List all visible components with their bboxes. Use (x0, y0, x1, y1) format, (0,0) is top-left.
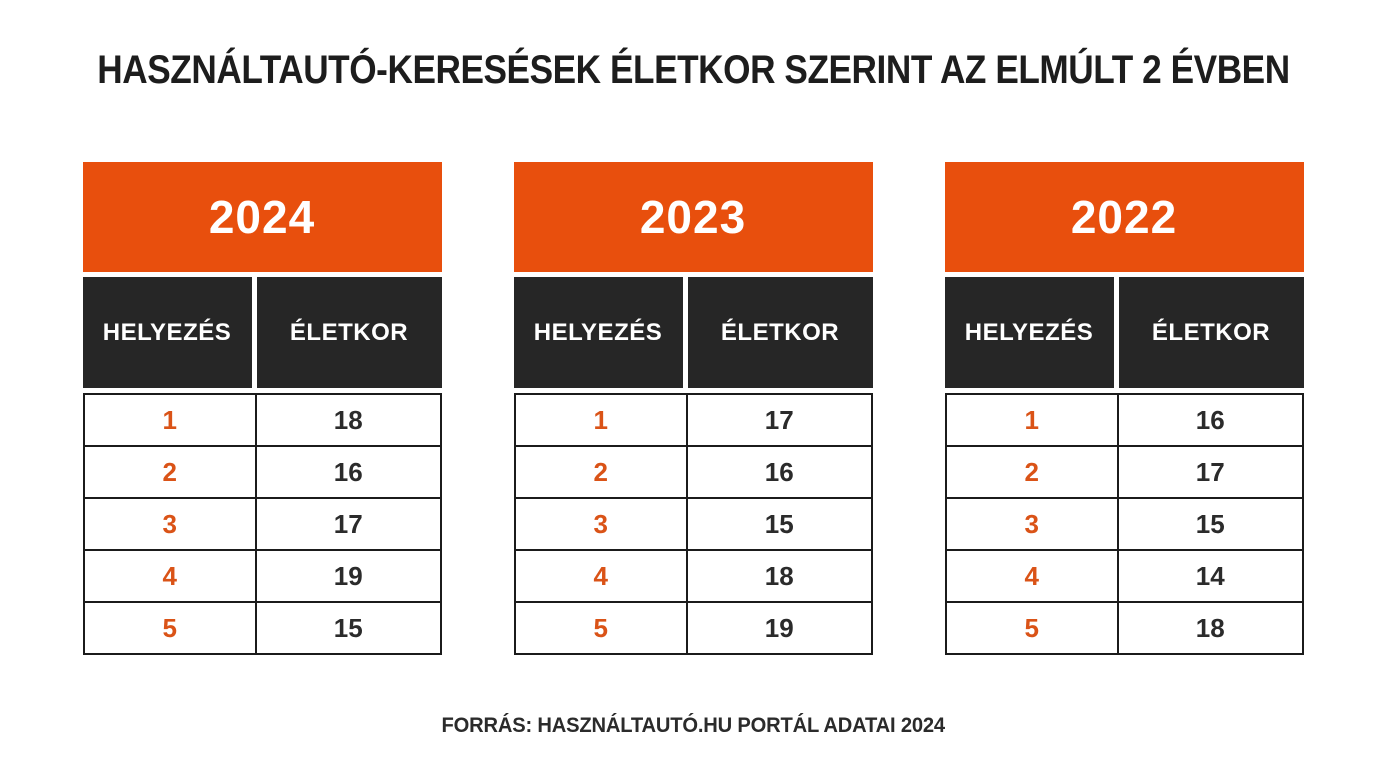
column-header-row: HELYEZÉS ÉLETKOR (944, 277, 1304, 388)
age-cell: 18 (764, 560, 794, 591)
age-column-header: ÉLETKOR (687, 277, 873, 388)
age-cell: 19 (764, 612, 794, 643)
rank-cell: 2 (947, 447, 1119, 497)
table-row: 2 16 (84, 445, 440, 497)
data-grid: 1 16 2 17 3 15 4 14 5 18 (944, 393, 1304, 655)
page-title-text: HASZNÁLTAUTÓ-KERESÉSEK ÉLETKOR SZERINT A… (96, 48, 1290, 92)
age-column-header: ÉLETKOR (256, 277, 442, 388)
age-cell: 16 (333, 456, 363, 487)
rank-cell: 1 (85, 395, 257, 445)
year-header-2023: 2023 (513, 162, 873, 272)
table-row: 4 19 (84, 549, 440, 601)
table-row: 4 14 (946, 549, 1302, 601)
year-header-2022: 2022 (944, 162, 1304, 272)
table-row: 1 16 (947, 395, 1302, 445)
rank-cell: 1 (947, 395, 1119, 445)
rank-cell: 4 (85, 551, 257, 601)
page-title: HASZNÁLTAUTÓ-KERESÉSEK ÉLETKOR SZERINT A… (0, 48, 1386, 93)
age-cell: 14 (1195, 560, 1225, 591)
table-row: 5 15 (84, 601, 440, 653)
rank-cell: 4 (947, 551, 1119, 601)
year-table-2023: 2023 HELYEZÉS ÉLETKOR 1 17 2 16 3 15 (513, 162, 873, 655)
age-cell: 17 (333, 508, 363, 539)
year-header-2024: 2024 (82, 162, 442, 272)
rank-cell: 5 (85, 603, 257, 653)
table-row: 3 15 (946, 497, 1302, 549)
age-cell: 18 (333, 404, 363, 435)
age-cell: 19 (333, 560, 363, 591)
table-row: 2 17 (946, 445, 1302, 497)
table-row: 5 18 (946, 601, 1302, 653)
table-row: 3 15 (515, 497, 871, 549)
rank-column-header: HELYEZÉS (944, 277, 1114, 388)
rank-cell: 3 (85, 499, 257, 549)
column-header-row: HELYEZÉS ÉLETKOR (513, 277, 873, 388)
data-grid: 1 17 2 16 3 15 4 18 5 19 (513, 393, 873, 655)
year-label: 2022 (1070, 191, 1178, 243)
rank-cell: 5 (947, 603, 1119, 653)
age-cell: 17 (764, 404, 794, 435)
rank-cell: 4 (516, 551, 688, 601)
rank-cell: 3 (947, 499, 1119, 549)
age-cell: 18 (1195, 612, 1225, 643)
column-header-row: HELYEZÉS ÉLETKOR (82, 277, 442, 388)
tables-container: 2024 HELYEZÉS ÉLETKOR 1 18 2 16 3 17 (0, 162, 1386, 655)
rank-column-header: HELYEZÉS (82, 277, 252, 388)
rank-cell: 2 (516, 447, 688, 497)
age-cell: 15 (764, 508, 794, 539)
age-cell: 15 (333, 612, 363, 643)
age-cell: 15 (1195, 508, 1225, 539)
year-table-2024: 2024 HELYEZÉS ÉLETKOR 1 18 2 16 3 17 (82, 162, 442, 655)
table-row: 2 16 (515, 445, 871, 497)
rank-cell: 5 (516, 603, 688, 653)
data-grid: 1 18 2 16 3 17 4 19 5 15 (82, 393, 442, 655)
age-cell: 16 (1195, 404, 1225, 435)
table-row: 1 18 (85, 395, 440, 445)
age-column-header: ÉLETKOR (1118, 277, 1304, 388)
table-row: 5 19 (515, 601, 871, 653)
rank-cell: 3 (516, 499, 688, 549)
age-cell: 16 (764, 456, 794, 487)
rank-column-header: HELYEZÉS (513, 277, 683, 388)
table-row: 4 18 (515, 549, 871, 601)
age-cell: 17 (1195, 456, 1225, 487)
table-row: 1 17 (516, 395, 871, 445)
source-footer: FORRÁS: HASZNÁLTAUTÓ.HU PORTÁL ADATAI 20… (0, 714, 1386, 738)
rank-cell: 1 (516, 395, 688, 445)
year-table-2022: 2022 HELYEZÉS ÉLETKOR 1 16 2 17 3 15 (944, 162, 1304, 655)
year-label: 2023 (639, 191, 747, 243)
year-label: 2024 (208, 191, 316, 243)
table-row: 3 17 (84, 497, 440, 549)
source-footer-text: FORRÁS: HASZNÁLTAUTÓ.HU PORTÁL ADATAI 20… (441, 714, 945, 737)
rank-cell: 2 (85, 447, 257, 497)
